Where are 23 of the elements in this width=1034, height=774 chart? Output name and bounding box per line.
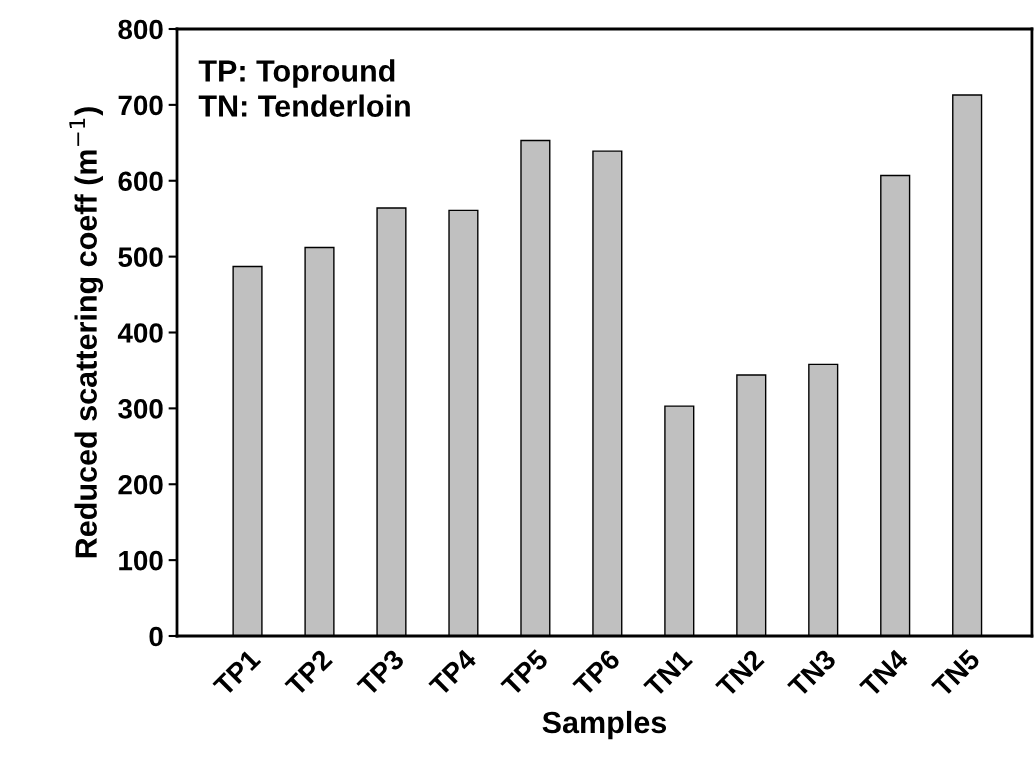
- y-tick-label: 200: [118, 474, 163, 495]
- x-tick-label: TN1: [643, 648, 693, 699]
- y-axis-title: Reduced scattering coeff (m$^{−1}$): [69, 107, 104, 558]
- x-tick-label: TN5: [931, 648, 982, 699]
- x-tick-label: TP6: [572, 648, 622, 698]
- x-tick-label: TP5: [500, 648, 550, 698]
- y-tick-label: 600: [118, 171, 163, 192]
- x-tick-label: TP2: [284, 648, 333, 698]
- y-tick-label: 100: [119, 550, 163, 571]
- x-tick-label: TN2: [714, 648, 765, 699]
- x-tick-label: TP4: [428, 647, 478, 698]
- y-tick-label: 700: [118, 95, 163, 116]
- y-tick-label: 800: [118, 19, 163, 40]
- y-tick-label: 500: [118, 247, 163, 267]
- x-tick-label: TP3: [356, 648, 406, 698]
- y-tick-label: 300: [118, 399, 163, 419]
- x-tick-label: TP1: [212, 648, 262, 698]
- x-tick-label: TN4: [859, 647, 910, 699]
- y-tick-label: 0: [149, 626, 163, 647]
- y-tick-label: 400: [117, 323, 163, 343]
- annotation: TP: Topround TN: Tenderloin: [198, 59, 410, 117]
- x-tick-label: TN3: [786, 648, 837, 699]
- x-axis-title: Samples: [542, 710, 667, 740]
